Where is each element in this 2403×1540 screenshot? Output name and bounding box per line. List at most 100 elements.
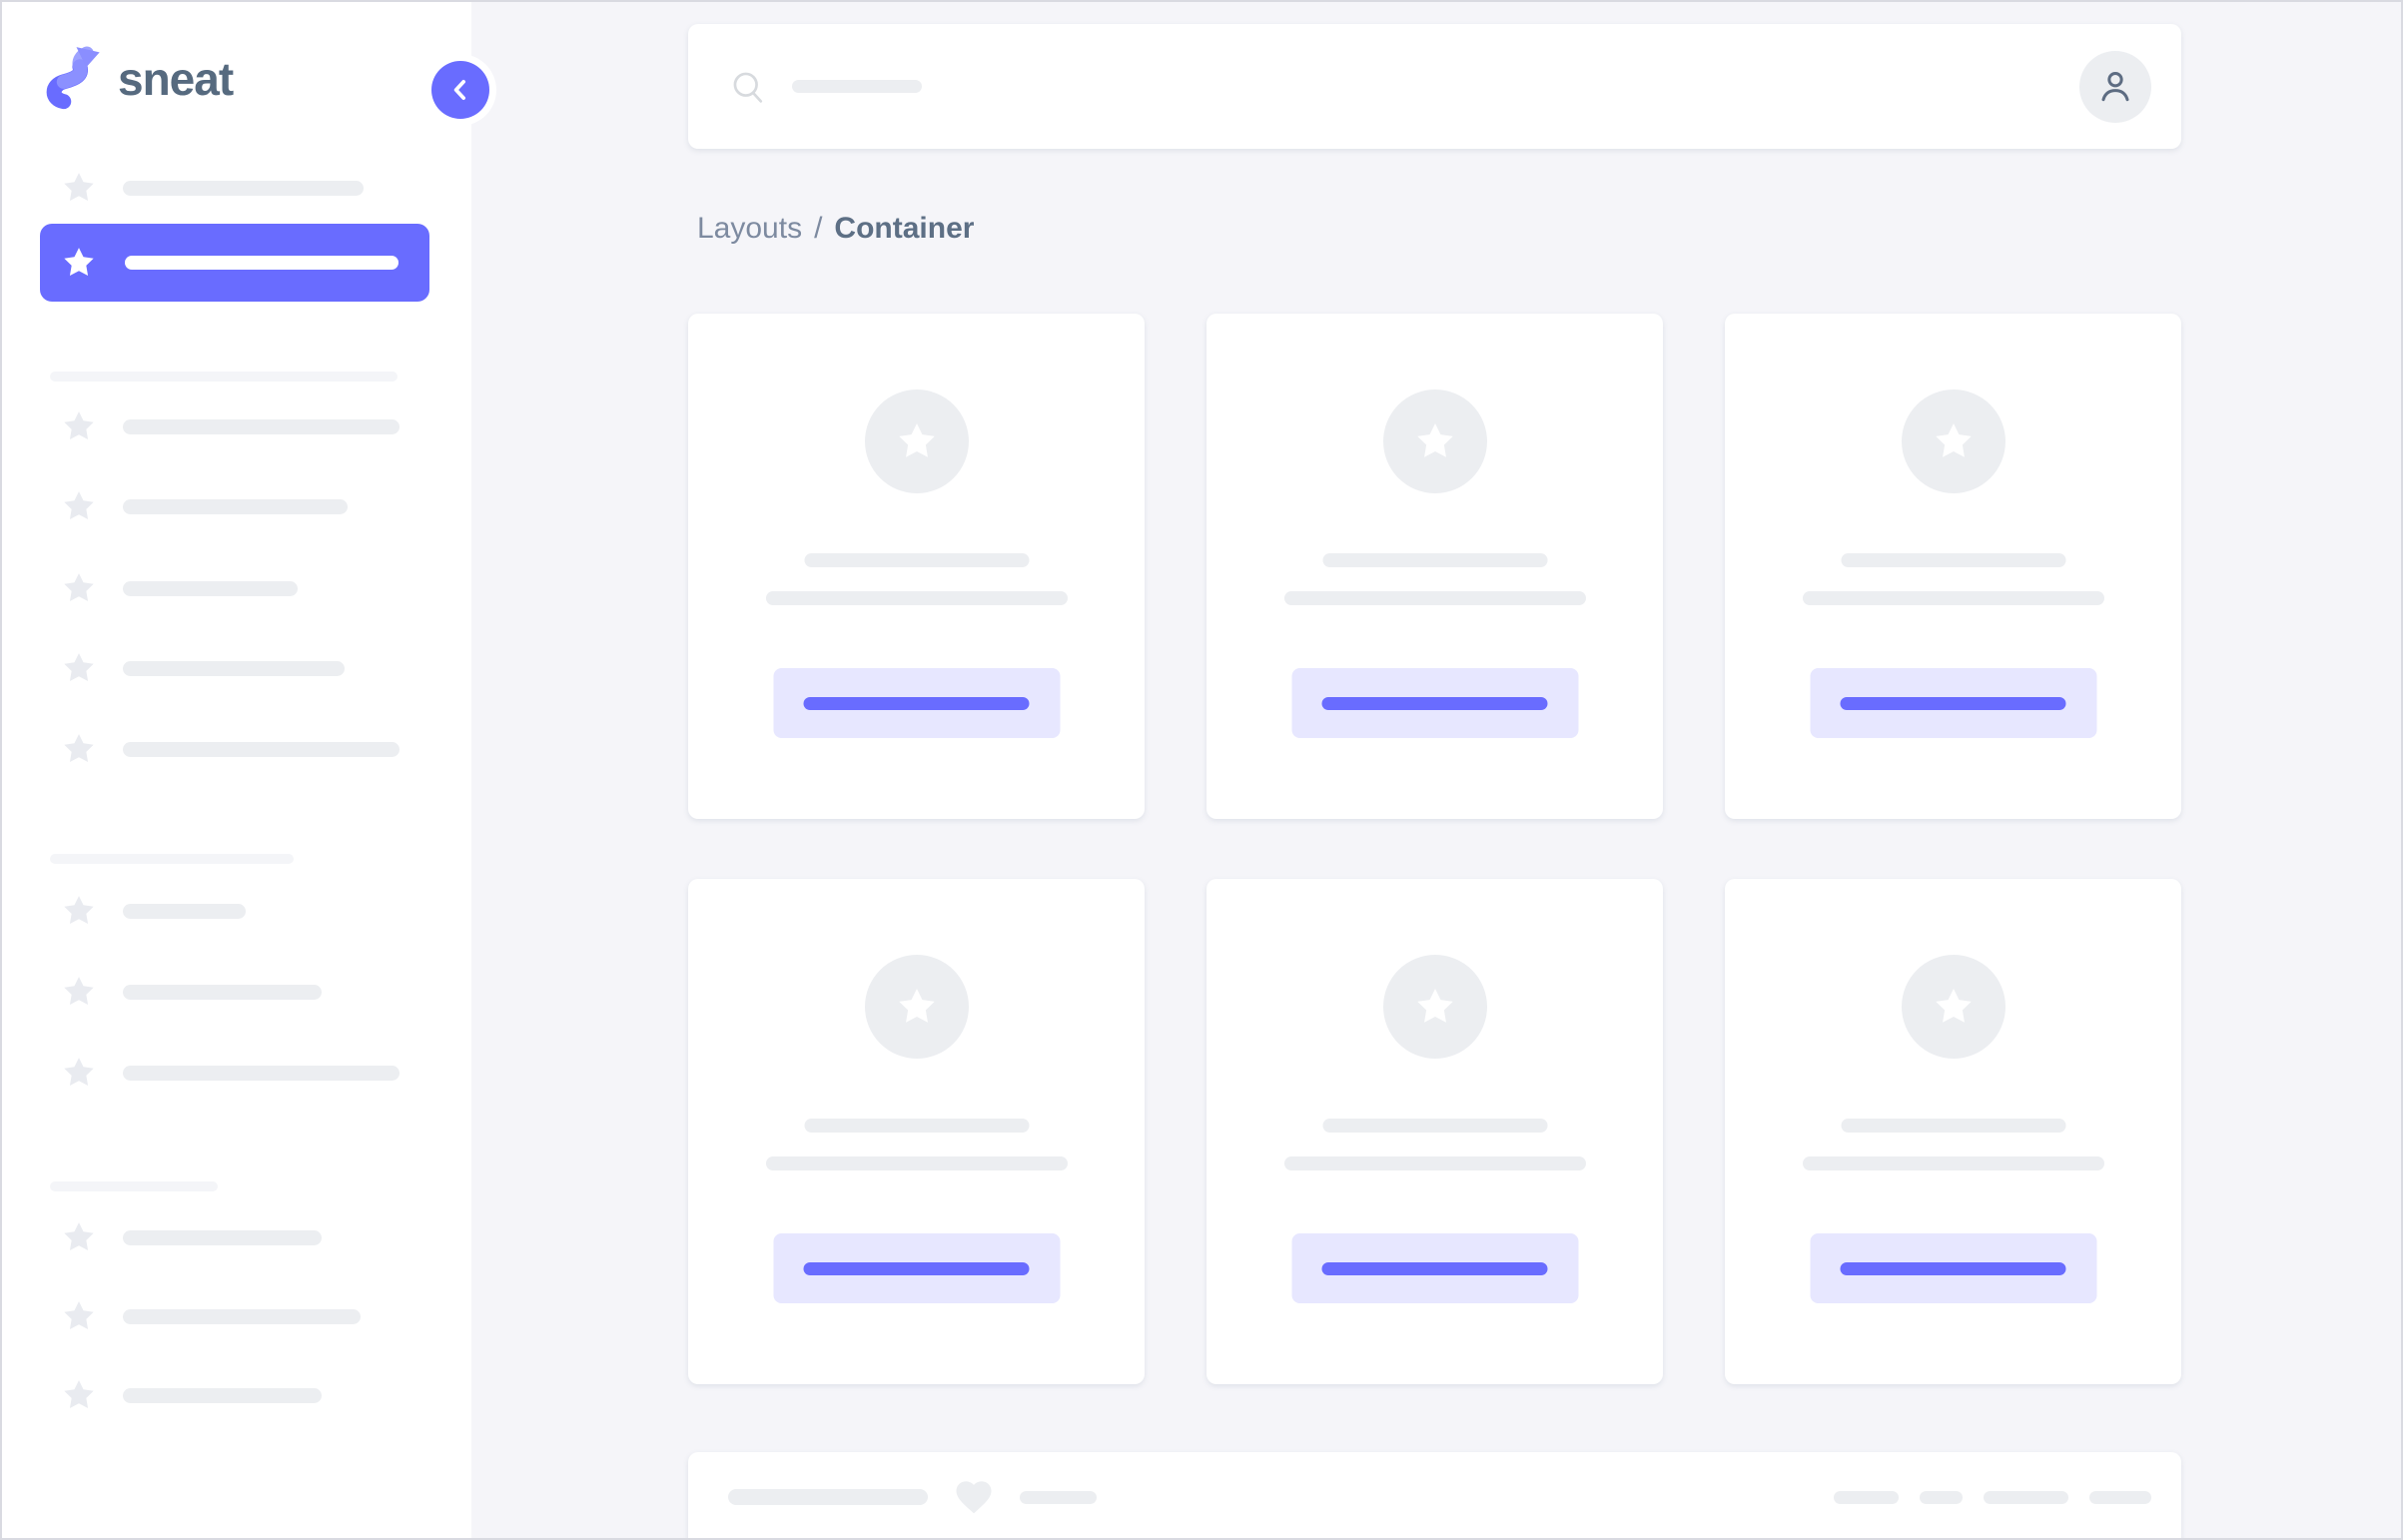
menu-label-skeleton <box>123 1308 361 1324</box>
card-subtitle-skeleton <box>1283 591 1586 605</box>
placeholder-card <box>1725 314 2181 819</box>
star-icon <box>64 173 94 201</box>
card-avatar-circle <box>864 955 969 1059</box>
favorite-button[interactable] <box>953 1476 995 1518</box>
star-icon <box>1416 988 1453 1023</box>
search-input[interactable] <box>730 69 2079 105</box>
card-avatar-circle <box>1901 955 2005 1059</box>
pagination-item-skeleton <box>1984 1490 2068 1504</box>
chevron-left-icon <box>453 80 465 100</box>
sidebar-item[interactable] <box>2 1293 471 1339</box>
star-icon <box>64 248 94 276</box>
card-avatar-circle <box>864 389 969 493</box>
card-avatar-circle <box>1901 389 2005 493</box>
card-title-skeleton <box>1841 553 2065 567</box>
menu-label-skeleton <box>125 256 399 270</box>
sidebar-item[interactable] <box>2 1214 471 1260</box>
star-icon <box>64 1301 94 1329</box>
pagination-item-skeleton <box>2089 1490 2151 1504</box>
user-avatar-button[interactable] <box>2079 50 2151 123</box>
placeholder-card <box>688 314 1145 819</box>
card-subtitle-skeleton <box>765 1156 1068 1170</box>
card-title-skeleton <box>804 1119 1029 1133</box>
star-icon <box>1935 988 1972 1023</box>
menu-label-skeleton <box>123 660 345 676</box>
card-avatar-circle <box>1382 389 1487 493</box>
star-icon <box>64 491 94 519</box>
sidebar-section-header-skeleton <box>50 1181 218 1191</box>
card-subtitle-skeleton <box>765 591 1068 605</box>
footer-text-skeleton <box>1020 1490 1097 1504</box>
menu-label-skeleton <box>123 984 322 1000</box>
sidebar-collapse-button[interactable] <box>431 61 489 119</box>
button-label-skeleton <box>1840 696 2066 710</box>
card-title-skeleton <box>1322 1119 1547 1133</box>
top-navbar <box>688 24 2181 149</box>
sidebar-section-header-skeleton <box>50 372 398 382</box>
sidebar-item[interactable] <box>2 403 471 449</box>
star-icon <box>64 573 94 601</box>
sidebar-item[interactable] <box>2 969 471 1015</box>
breadcrumb-separator: / <box>814 212 823 245</box>
menu-label-skeleton <box>123 903 246 919</box>
card-button[interactable] <box>1291 668 1578 738</box>
brand-logo[interactable]: sneat <box>44 46 234 112</box>
footer-left-group <box>728 1476 1097 1518</box>
star-icon <box>1416 422 1453 457</box>
star-icon <box>64 896 94 924</box>
sidebar-item[interactable] <box>2 1372 471 1418</box>
button-label-skeleton <box>803 1261 1030 1275</box>
card-button[interactable] <box>1810 1233 2096 1303</box>
sidebar-item[interactable] <box>2 645 471 691</box>
star-icon <box>898 422 935 457</box>
sidebar-item[interactable] <box>2 1050 471 1096</box>
heart-icon <box>956 1481 992 1514</box>
menu-label-skeleton <box>123 1229 322 1245</box>
placeholder-card <box>1725 879 2181 1384</box>
pagination-item-skeleton <box>1834 1490 1899 1504</box>
star-icon <box>898 988 935 1023</box>
sidebar-item[interactable] <box>2 165 471 211</box>
menu-label-skeleton <box>123 580 298 596</box>
breadcrumb-current: Container <box>834 212 975 245</box>
star-icon <box>64 977 94 1005</box>
card-button[interactable] <box>773 668 1060 738</box>
placeholder-card <box>1206 314 1663 819</box>
card-subtitle-skeleton <box>1802 1156 2104 1170</box>
sidebar-item[interactable] <box>2 483 471 529</box>
button-label-skeleton <box>1321 696 1548 710</box>
placeholder-card <box>688 879 1145 1384</box>
card-title-skeleton <box>804 553 1029 567</box>
placeholder-card <box>1206 879 1663 1384</box>
card-title-skeleton <box>1841 1119 2065 1133</box>
menu-label-skeleton <box>123 418 400 434</box>
sidebar-section-header-skeleton <box>50 854 294 864</box>
sidebar-item-active[interactable] <box>40 224 429 302</box>
star-icon <box>64 734 94 762</box>
star-icon <box>64 1380 94 1408</box>
card-button[interactable] <box>1810 668 2096 738</box>
search-placeholder-skeleton <box>792 80 922 93</box>
sidebar: sneat <box>2 2 489 1538</box>
menu-label-skeleton <box>123 1387 322 1403</box>
app-name: sneat <box>118 53 234 105</box>
button-label-skeleton <box>1321 1261 1548 1275</box>
pagination-item-skeleton <box>1920 1490 1963 1504</box>
main-content: Layouts / Container <box>471 2 2401 1538</box>
sidebar-item[interactable] <box>2 565 471 611</box>
breadcrumb: Layouts / Container <box>697 212 974 246</box>
sidebar-item[interactable] <box>2 888 471 934</box>
card-button[interactable] <box>1291 1233 1578 1303</box>
star-icon <box>64 653 94 681</box>
card-button[interactable] <box>773 1233 1060 1303</box>
card-subtitle-skeleton <box>1802 591 2104 605</box>
menu-label-skeleton <box>123 180 364 196</box>
button-label-skeleton <box>803 696 1030 710</box>
sidebar-item[interactable] <box>2 726 471 772</box>
breadcrumb-link-parent[interactable]: Layouts <box>697 212 803 245</box>
star-icon <box>64 1222 94 1250</box>
star-icon <box>1935 422 1972 457</box>
footer-text-skeleton <box>728 1489 928 1505</box>
menu-label-skeleton <box>123 498 348 514</box>
